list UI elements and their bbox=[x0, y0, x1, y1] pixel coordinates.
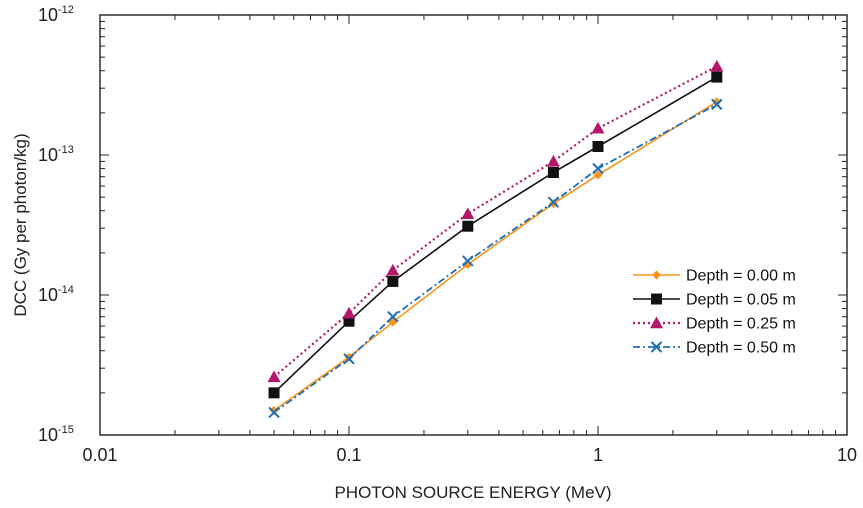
legend: Depth = 0.00 m Depth = 0.05 m Depth = 0.25… bbox=[633, 268, 796, 357]
plot-frame bbox=[99, 14, 848, 436]
x-tick-label: 0.01 bbox=[82, 445, 117, 465]
series-4-point bbox=[711, 98, 723, 111]
legend-item-2-marker bbox=[651, 293, 662, 305]
series-2-point bbox=[268, 387, 280, 399]
cross-stroke bbox=[592, 162, 604, 175]
series-3-point bbox=[386, 263, 400, 276]
cross-stroke bbox=[268, 406, 280, 419]
axis-ticks bbox=[99, 15, 847, 436]
series-1-line bbox=[273, 101, 718, 411]
legend-item-1-marker bbox=[652, 270, 661, 280]
series-4-point bbox=[547, 196, 560, 208]
y-tick-label: 10 bbox=[38, 285, 58, 305]
y-tick-label: 10 bbox=[38, 5, 58, 25]
cross-stroke bbox=[711, 98, 723, 111]
series-markers bbox=[267, 59, 724, 419]
series-2-point bbox=[387, 275, 399, 287]
legend-item-4-marker bbox=[650, 341, 663, 353]
series-3-point bbox=[461, 207, 475, 220]
cross-stroke bbox=[387, 310, 399, 323]
series-1-point bbox=[593, 170, 603, 180]
series-2-line bbox=[273, 76, 718, 394]
cross-stroke bbox=[462, 255, 474, 267]
series-2-point bbox=[592, 141, 604, 153]
x-axis-title: PHOTON SOURCE ENERGY (MeV) bbox=[334, 483, 611, 502]
cross-stroke bbox=[343, 353, 355, 365]
cross-stroke bbox=[650, 341, 663, 353]
cross-stroke bbox=[547, 196, 560, 208]
series-4-point bbox=[592, 162, 604, 175]
series-3-point bbox=[342, 306, 356, 319]
series-4-point bbox=[387, 310, 399, 323]
y-tick-label: 10 bbox=[38, 425, 58, 445]
x-tick-label: 10 bbox=[837, 445, 857, 465]
legend-item-1-label: Depth = 0.00 m bbox=[686, 268, 796, 285]
x-tick-label: 0.1 bbox=[336, 445, 361, 465]
legend-item-3-marker bbox=[650, 316, 663, 329]
legend-item-4-label: Depth = 0.50 m bbox=[686, 340, 796, 357]
series-4-point bbox=[462, 255, 474, 267]
y-tick-exponent: -13 bbox=[58, 144, 74, 156]
series-2-point bbox=[711, 71, 723, 83]
series-3-point bbox=[591, 121, 605, 134]
series-4-point bbox=[343, 353, 355, 365]
legend-item-2-label: Depth = 0.05 m bbox=[686, 292, 796, 309]
series-1-point bbox=[269, 405, 279, 415]
series-3-point bbox=[267, 370, 281, 383]
series-1-point bbox=[712, 97, 722, 107]
legend-item-3-label: Depth = 0.25 m bbox=[686, 316, 796, 333]
y-axis-title: DCC (Gy per photon/kg) bbox=[11, 133, 30, 316]
y-tick-exponent: -12 bbox=[58, 4, 74, 16]
x-tick-labels: 0.01 0.1 1 10 bbox=[82, 445, 857, 465]
series-2-point bbox=[343, 315, 355, 327]
series-lines bbox=[273, 65, 718, 414]
series-3-point bbox=[546, 154, 560, 167]
series-3-point bbox=[710, 59, 724, 72]
series-4-line bbox=[273, 103, 718, 414]
y-tick-label: 10 bbox=[38, 145, 58, 165]
y-tick-exponent: -14 bbox=[58, 284, 74, 296]
x-tick-label: 1 bbox=[593, 445, 603, 465]
y-tick-exponent: -15 bbox=[58, 424, 74, 436]
series-2-point bbox=[547, 166, 559, 178]
series-4-point bbox=[268, 406, 280, 419]
series-1-point bbox=[344, 352, 354, 362]
series-2-point bbox=[462, 220, 474, 232]
